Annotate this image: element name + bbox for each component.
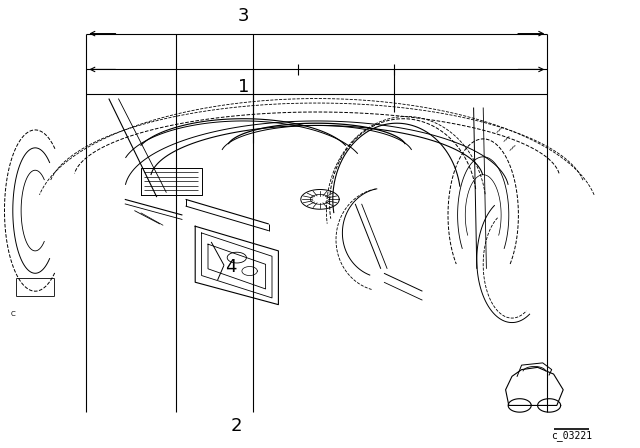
- Text: 4: 4: [225, 258, 236, 276]
- Text: /: /: [496, 125, 502, 134]
- Text: /: /: [509, 143, 515, 152]
- Text: 2: 2: [231, 418, 243, 435]
- Text: 1: 1: [237, 78, 249, 96]
- Text: C: C: [10, 310, 15, 317]
- Text: 3: 3: [237, 7, 249, 25]
- Text: c_03221: c_03221: [551, 430, 592, 441]
- Text: /: /: [502, 134, 509, 143]
